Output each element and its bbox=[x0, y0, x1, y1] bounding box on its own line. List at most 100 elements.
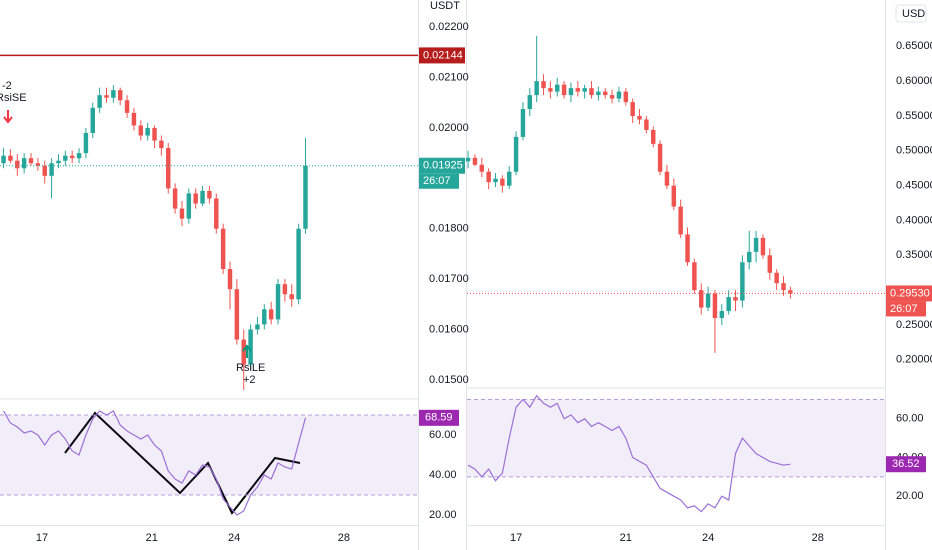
candle-body bbox=[111, 90, 116, 98]
currency-label: USDT bbox=[430, 0, 460, 12]
candle-body bbox=[774, 272, 779, 284]
candle-body bbox=[35, 163, 41, 166]
candle-body bbox=[145, 127, 150, 136]
candle-body bbox=[603, 91, 608, 96]
candle-body bbox=[138, 125, 144, 136]
countdown: 26:07 bbox=[890, 303, 918, 315]
candle-body bbox=[747, 251, 752, 263]
candle-body bbox=[788, 290, 793, 294]
candle-body bbox=[268, 309, 274, 320]
y-tick-label: 0.02100 bbox=[429, 71, 469, 83]
candle-body bbox=[657, 143, 663, 172]
candle-body bbox=[97, 95, 102, 108]
buy-arrow bbox=[242, 344, 252, 358]
candle-body bbox=[63, 155, 68, 161]
rsi-label-box bbox=[419, 409, 459, 426]
candle-body bbox=[767, 255, 773, 273]
candle-body bbox=[555, 84, 560, 92]
candle-body bbox=[575, 88, 581, 92]
candle-body bbox=[49, 163, 54, 176]
candle-body bbox=[193, 193, 198, 204]
candle-body bbox=[637, 115, 642, 120]
rsi-line bbox=[467, 394, 791, 513]
candle-body bbox=[83, 133, 89, 154]
candle-body bbox=[282, 284, 288, 295]
candle-body bbox=[582, 88, 587, 92]
y-tick-label: 0.65000 bbox=[896, 40, 932, 52]
candle-body bbox=[15, 160, 20, 169]
candle-body bbox=[262, 309, 267, 325]
candle-body bbox=[781, 283, 786, 291]
countdown: 26:07 bbox=[423, 175, 451, 187]
x-tick-label: 21 bbox=[620, 532, 632, 544]
rsi-label: 68.59 bbox=[425, 412, 453, 424]
y-tick-label: 0.01500 bbox=[429, 374, 469, 386]
candle-body bbox=[172, 188, 178, 209]
trend-drawing bbox=[64, 411, 301, 515]
countdown-box bbox=[886, 301, 926, 317]
x-tick-label: 28 bbox=[338, 532, 350, 544]
price-label: 0.01925 bbox=[423, 160, 463, 172]
candle-body bbox=[200, 190, 205, 204]
candle-body bbox=[472, 157, 478, 165]
y-tick-label: 0.55000 bbox=[896, 110, 932, 122]
candle-body bbox=[69, 155, 75, 159]
rsi-tick-label: 20.00 bbox=[896, 490, 924, 502]
candle-body bbox=[159, 140, 164, 149]
candle-body bbox=[465, 157, 471, 162]
currency-label[interactable]: USD bbox=[902, 8, 925, 20]
rsi-band bbox=[467, 399, 885, 477]
candle-body bbox=[186, 193, 192, 219]
y-tick-label: 0.50000 bbox=[896, 145, 932, 157]
candle-body bbox=[541, 81, 546, 89]
candle-body bbox=[131, 112, 137, 126]
candle-body bbox=[705, 293, 711, 308]
candle-body bbox=[479, 164, 485, 172]
candle-body bbox=[726, 297, 731, 312]
candle-body bbox=[507, 171, 512, 186]
x-tick-label: 17 bbox=[36, 532, 48, 544]
candle-body bbox=[220, 228, 226, 270]
rsi-band bbox=[0, 415, 418, 495]
candle-body bbox=[568, 88, 574, 96]
x-tick-label: 24 bbox=[228, 532, 240, 544]
candle-body bbox=[596, 91, 601, 96]
candle-body bbox=[124, 100, 130, 113]
level-label-box bbox=[419, 47, 465, 64]
candle-body bbox=[616, 91, 622, 99]
y-tick-label: 0.01800 bbox=[429, 223, 469, 235]
level-label: 0.02144 bbox=[423, 49, 463, 61]
candle-body bbox=[214, 198, 219, 229]
price-label: 0.29530 bbox=[890, 287, 930, 299]
candle-body bbox=[248, 329, 253, 365]
y-tick-label: 0.35000 bbox=[896, 249, 932, 261]
x-tick-label: 21 bbox=[146, 532, 158, 544]
candle-body bbox=[289, 294, 294, 300]
candle-body bbox=[712, 293, 718, 319]
candle-body bbox=[104, 95, 109, 98]
sell-arrow bbox=[3, 110, 13, 124]
y-tick-label: 0.02200 bbox=[429, 21, 469, 33]
candle-body bbox=[651, 129, 656, 144]
candle-body bbox=[753, 237, 759, 252]
candle-body bbox=[227, 269, 233, 290]
candle-body bbox=[42, 165, 47, 176]
candle-body bbox=[740, 262, 745, 301]
y-tick-label: 0.40000 bbox=[896, 214, 932, 226]
candle-body bbox=[117, 90, 123, 101]
candle-body bbox=[76, 153, 82, 159]
candle-body bbox=[513, 136, 519, 172]
currency-button[interactable] bbox=[895, 4, 927, 23]
candle-body bbox=[486, 171, 491, 183]
x-tick-label: 28 bbox=[812, 532, 824, 544]
rsi-tick-label: 20.00 bbox=[429, 509, 457, 521]
y-tick-label: 0.02000 bbox=[429, 122, 469, 134]
y-tick-label: 0.45000 bbox=[896, 180, 932, 192]
signal-size: -2 bbox=[2, 80, 12, 92]
candle-body bbox=[534, 81, 539, 96]
rsi-tick-label: 60.00 bbox=[896, 413, 924, 425]
x-tick-label: 24 bbox=[702, 532, 714, 544]
rsi-tick-label: 60.00 bbox=[429, 429, 457, 441]
candle-body bbox=[760, 237, 766, 256]
